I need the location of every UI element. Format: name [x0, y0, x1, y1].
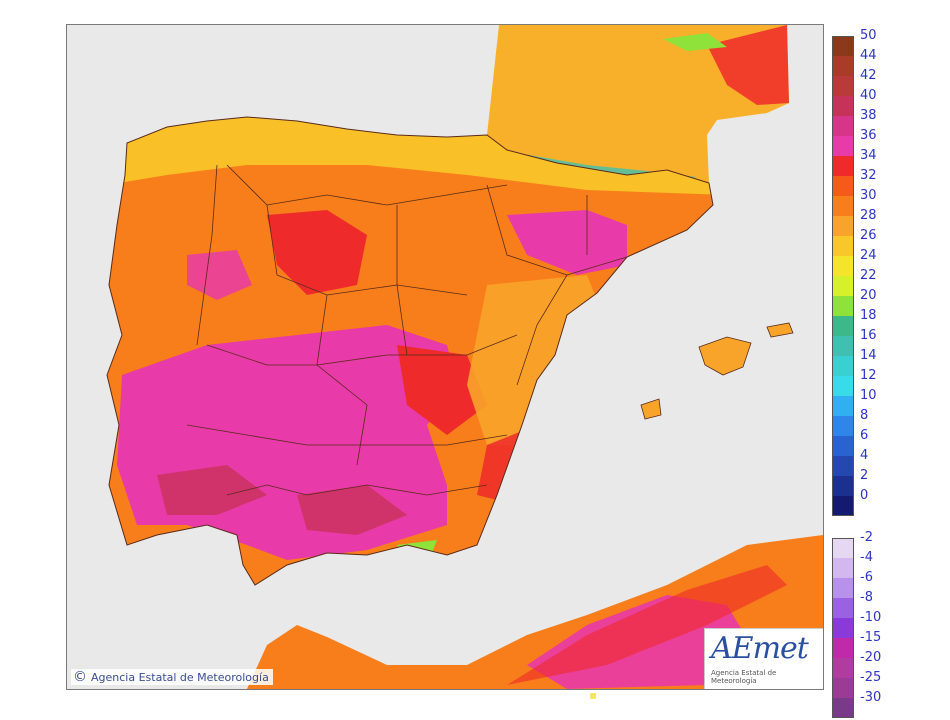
legend-tick-label: 32: [860, 168, 877, 183]
copyright-icon: ©: [73, 669, 87, 685]
france-landmass: [487, 25, 789, 183]
legend-tick-label: 24: [860, 248, 877, 263]
legend-tick-label: 34: [860, 148, 877, 163]
credit-text: Agencia Estatal de Meteorología: [91, 670, 269, 684]
legend-swatch: [832, 496, 854, 516]
legend-swatch: [832, 558, 854, 578]
mallorca: [698, 336, 752, 376]
legend-tick-label: 50: [860, 28, 877, 43]
province-borders: [106, 116, 714, 586]
legend-tick-label: -15: [860, 630, 882, 645]
legend-tick-label: 14: [860, 348, 877, 363]
legend-swatch: [832, 36, 854, 56]
andorra-green: [663, 33, 727, 51]
legend-swatch: [832, 76, 854, 96]
legend-swatch: [832, 698, 854, 718]
france-hot-edge: [707, 25, 789, 105]
legend-tick-label: 20: [860, 288, 877, 303]
legend-tick-label: 44: [860, 48, 877, 63]
legend-tick-label: -8: [860, 590, 873, 605]
guadalquivir-hot: [297, 485, 407, 535]
ebro-valley-magenta: [507, 210, 627, 275]
legend-tick-label: 38: [860, 108, 877, 123]
legend-tick-label: 12: [860, 368, 877, 383]
legend-tick-label: 16: [860, 328, 877, 343]
north-africa-red-edge: [507, 565, 787, 685]
logo-mark: AEmet: [711, 631, 809, 666]
legend-swatch: [832, 116, 854, 136]
legend-swatch: [832, 136, 854, 156]
legend-tick-label: -25: [860, 670, 882, 685]
legend-tick-label: 26: [860, 228, 877, 243]
legend-bar-negative: [832, 538, 854, 718]
legend-swatch: [832, 256, 854, 276]
legend-swatch: [832, 416, 854, 436]
credit-label: © Agencia Estatal de Meteorología: [71, 669, 273, 685]
legend-bar-positive: [832, 36, 854, 516]
galicia-interior-magenta: [187, 250, 252, 300]
legend-tick-label: -20: [860, 650, 882, 665]
legend-swatch: [832, 96, 854, 116]
legend-swatch: [832, 56, 854, 76]
legend-swatch: [832, 456, 854, 476]
menorca: [766, 322, 794, 338]
stray-marker: [590, 693, 596, 699]
legend-tick-label: -6: [860, 570, 873, 585]
legend-tick-label: 30: [860, 188, 877, 203]
legend-tick-label: -4: [860, 550, 873, 565]
legend-swatch: [832, 316, 854, 336]
legend-swatch: [832, 396, 854, 416]
legend-swatch: [832, 638, 854, 658]
legend-tick-label: -2: [860, 530, 873, 545]
legend-tick-label: 2: [860, 468, 869, 483]
legend-tick-label: 8: [860, 408, 869, 423]
legend-swatch: [832, 196, 854, 216]
legend-tick-label: 4: [860, 448, 869, 463]
legend-swatch: [832, 678, 854, 698]
legend-swatch: [832, 578, 854, 598]
legend-tick-label: -10: [860, 610, 882, 625]
legend-tick-label: 6: [860, 428, 869, 443]
south-hotspots: [157, 465, 267, 515]
legend-swatch: [832, 618, 854, 638]
legend-tick-label: 40: [860, 88, 877, 103]
legend-swatch: [832, 658, 854, 678]
map-canvas: [67, 25, 823, 689]
legend-tick-label: 0: [860, 488, 869, 503]
legend-swatch: [832, 598, 854, 618]
legend-tick-label: 10: [860, 388, 877, 403]
legend-tick-label: 36: [860, 128, 877, 143]
legend-swatch: [832, 476, 854, 496]
legend-swatch: [832, 156, 854, 176]
logo-subtitle: Agencia Estatal de Meteorología: [711, 669, 777, 685]
legend-swatch: [832, 296, 854, 316]
northern-plateau-hot: [267, 210, 367, 295]
aemet-logo: AEmet Agencia Estatal de Meteorología: [704, 628, 823, 689]
legend-swatch: [832, 336, 854, 356]
legend-tick-label: 18: [860, 308, 877, 323]
legend-swatch: [832, 216, 854, 236]
legend-tick-label: 28: [860, 208, 877, 223]
legend-swatch: [832, 236, 854, 256]
legend-tick-label: 42: [860, 68, 877, 83]
legend-swatch: [832, 538, 854, 558]
legend-swatch: [832, 176, 854, 196]
legend-swatch: [832, 276, 854, 296]
legend-tick-label: -30: [860, 690, 882, 705]
temperature-map: © Agencia Estatal de Meteorología AEmet …: [66, 24, 824, 690]
ibiza: [640, 398, 662, 420]
legend-swatch: [832, 376, 854, 396]
legend-tick-label: 22: [860, 268, 877, 283]
legend-swatch: [832, 356, 854, 376]
la-mancha-red: [397, 345, 487, 435]
legend-swatch: [832, 436, 854, 456]
